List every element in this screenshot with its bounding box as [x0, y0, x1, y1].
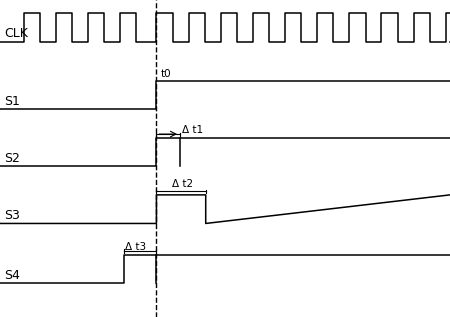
- Text: Δ t3: Δ t3: [125, 242, 146, 252]
- Text: S1: S1: [4, 95, 20, 108]
- Text: CLK: CLK: [4, 27, 28, 40]
- Text: t0: t0: [161, 69, 171, 79]
- Text: Δ t2: Δ t2: [172, 179, 194, 189]
- Text: S2: S2: [4, 152, 20, 165]
- Text: Δ t1: Δ t1: [182, 125, 203, 135]
- Text: S3: S3: [4, 209, 20, 222]
- Text: S4: S4: [4, 269, 20, 282]
